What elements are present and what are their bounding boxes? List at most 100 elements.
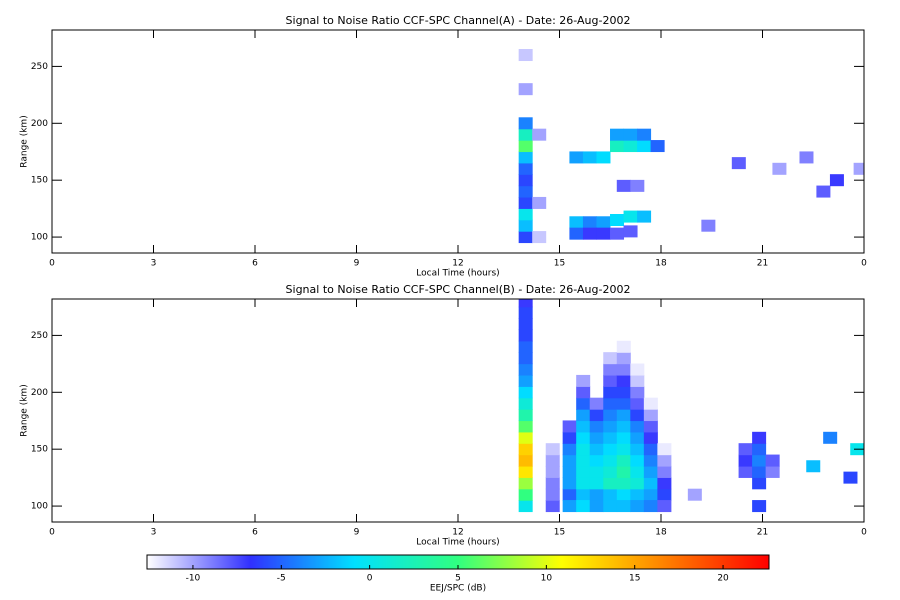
x-tick-label: 0 (49, 259, 55, 269)
cell (518, 117, 533, 130)
plot-frame (51, 298, 865, 523)
cell (643, 443, 658, 456)
cell (610, 128, 625, 141)
cell (616, 352, 631, 365)
cell (562, 500, 577, 513)
cell (630, 477, 645, 490)
cell (582, 151, 597, 164)
x-tick-label: 0 (861, 259, 867, 269)
cell (616, 431, 631, 444)
cell (589, 500, 604, 513)
cell (616, 420, 631, 433)
cell (518, 151, 533, 164)
cell (576, 477, 591, 490)
cell (630, 500, 645, 513)
y-tick-label: 150 (31, 445, 48, 455)
cell (616, 340, 631, 353)
cell (518, 386, 533, 399)
cell (569, 227, 584, 240)
cell (518, 409, 533, 422)
cell (518, 83, 533, 96)
chart-title: Signal to Noise Ratio CCF-SPC Channel(A)… (286, 14, 631, 27)
cell (616, 363, 631, 376)
x-tick-label: 12 (452, 259, 463, 269)
cell (576, 488, 591, 501)
cell (616, 179, 631, 192)
cell (616, 443, 631, 456)
cell (589, 397, 604, 410)
cell (589, 477, 604, 490)
cell (603, 431, 618, 444)
cell (738, 443, 753, 456)
cell (731, 157, 746, 170)
colorbar-tick-label: 15 (629, 574, 640, 584)
cell (589, 443, 604, 456)
cell (657, 443, 672, 456)
cell (562, 454, 577, 467)
cell (752, 443, 767, 456)
x-tick-label: 0 (49, 528, 55, 538)
y-tick-label: 200 (31, 119, 48, 129)
cell (603, 420, 618, 433)
y-tick-label: 100 (31, 502, 48, 512)
cell (603, 488, 618, 501)
cell (518, 299, 533, 308)
cell (603, 443, 618, 456)
x-tick-label: 9 (354, 528, 360, 538)
cell (765, 465, 780, 478)
cell (589, 420, 604, 433)
cell (630, 386, 645, 399)
cell (596, 227, 611, 240)
cell (643, 488, 658, 501)
colorbar-tick-label: -10 (186, 574, 201, 584)
cell (630, 420, 645, 433)
cell (518, 443, 533, 456)
cell (630, 488, 645, 501)
cell (643, 397, 658, 410)
cell (616, 374, 631, 387)
cell (518, 329, 533, 342)
cell (616, 465, 631, 478)
cell (610, 214, 625, 227)
cell (545, 465, 560, 478)
cell (623, 225, 638, 238)
cell (657, 477, 672, 490)
cell (630, 454, 645, 467)
cell (562, 431, 577, 444)
cell (562, 420, 577, 433)
cell (643, 420, 658, 433)
cell (545, 500, 560, 513)
cell (545, 443, 560, 456)
cell (603, 409, 618, 422)
y-tick-label: 250 (31, 331, 48, 341)
cell (518, 363, 533, 376)
cell (576, 443, 591, 456)
cell (545, 488, 560, 501)
cell (616, 386, 631, 399)
cell (518, 49, 533, 62)
colorbar-tick-label: -5 (277, 574, 286, 584)
cell (610, 140, 625, 153)
cell (752, 500, 767, 513)
x-tick-label: 15 (554, 259, 565, 269)
cell (643, 477, 658, 490)
cell (518, 306, 533, 319)
cell (752, 477, 767, 490)
cell (576, 500, 591, 513)
cell (816, 185, 831, 198)
x-tick-label: 0 (861, 528, 867, 538)
colorbar-tick-label: 5 (455, 574, 461, 584)
chart-title: Signal to Noise Ratio CCF-SPC Channel(B)… (286, 283, 631, 296)
cell (518, 140, 533, 153)
cell (616, 397, 631, 410)
cell (582, 216, 597, 229)
cell (806, 460, 821, 473)
cell (843, 471, 858, 484)
y-axis-label: Range (km) (20, 115, 30, 167)
cell (576, 454, 591, 467)
cell (576, 431, 591, 444)
y-tick-label: 150 (31, 176, 48, 186)
cell (518, 340, 533, 353)
cell (616, 454, 631, 467)
cell (687, 488, 702, 501)
